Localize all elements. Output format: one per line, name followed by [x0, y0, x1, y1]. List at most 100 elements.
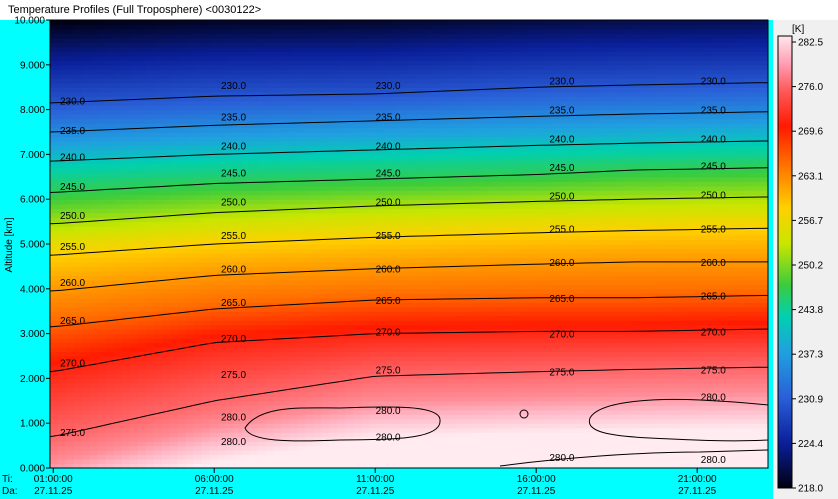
heatmap-cell [233, 114, 243, 120]
heatmap-cell [73, 28, 83, 35]
heatmap-cell [393, 20, 402, 26]
heatmap-cell [153, 244, 163, 250]
heatmap-cell [313, 145, 322, 151]
heatmap-cell [233, 226, 243, 232]
heatmap-cell [393, 55, 402, 61]
heatmap-cell [313, 373, 322, 379]
heatmap-cell [345, 297, 354, 303]
heatmap-cell [321, 235, 330, 241]
heatmap-cell [81, 239, 91, 245]
heatmap-cell [161, 96, 171, 102]
heatmap-cell [161, 252, 171, 259]
heatmap-cell [265, 91, 274, 97]
heatmap-cell [265, 382, 274, 388]
heatmap-cell [440, 252, 450, 259]
heatmap-cell [440, 46, 450, 52]
heatmap-cell [432, 463, 442, 468]
heatmap-cell [257, 409, 266, 415]
heatmap-cell [113, 181, 123, 187]
heatmap-cell [385, 64, 394, 70]
heatmap-cell [401, 266, 410, 272]
heatmap-cell [145, 302, 155, 308]
heatmap-cell [416, 123, 426, 129]
heatmap-cell [57, 324, 67, 330]
heatmap-cell [313, 158, 322, 164]
heatmap-cell [201, 203, 211, 209]
heatmap-cell [257, 347, 266, 353]
heatmap-cell [73, 118, 83, 124]
heatmap-cell [305, 351, 314, 357]
heatmap-cell [145, 235, 155, 241]
heatmap-cell [81, 154, 91, 160]
heatmap-cell [416, 459, 426, 465]
heatmap-cell [193, 418, 203, 424]
heatmap-cell [329, 373, 338, 379]
heatmap-cell [416, 69, 426, 75]
heatmap-cell [145, 275, 155, 281]
heatmap-cell [129, 109, 139, 115]
heatmap-cell [345, 270, 354, 276]
heatmap-cell [209, 51, 219, 57]
heatmap-cell [137, 351, 147, 357]
heatmap-cell [129, 459, 139, 465]
heatmap-cell [145, 454, 155, 460]
heatmap-cell [73, 114, 83, 120]
heatmap-cell [217, 329, 227, 335]
heatmap-cell [105, 158, 115, 164]
heatmap-cell [129, 123, 139, 129]
heatmap-cell [265, 463, 274, 468]
heatmap-cell [50, 364, 59, 371]
heatmap-cell [153, 64, 163, 70]
heatmap-cell [281, 221, 290, 227]
heatmap-cell [121, 459, 131, 465]
heatmap-cell [329, 320, 338, 326]
heatmap-cell [161, 270, 171, 276]
heatmap-cell [113, 459, 123, 465]
heatmap-cell [289, 248, 298, 254]
heatmap-cell [305, 73, 314, 79]
heatmap-cell [369, 69, 378, 75]
heatmap-cell [297, 364, 306, 371]
heatmap-cell [440, 463, 450, 468]
heatmap-cell [273, 284, 282, 290]
heatmap-cell [432, 51, 442, 57]
heatmap-cell [89, 96, 99, 102]
heatmap-cell [233, 347, 243, 353]
heatmap-cell [401, 364, 410, 371]
heatmap-cell [137, 208, 147, 214]
heatmap-cell [105, 154, 115, 160]
heatmap-cell [201, 427, 211, 433]
heatmap-cell [265, 288, 274, 294]
heatmap-cell [177, 190, 187, 196]
heatmap-cell [193, 140, 203, 147]
heatmap-cell [137, 109, 147, 115]
heatmap-cell [169, 432, 179, 438]
heatmap-cell [129, 302, 139, 308]
heatmap-cell [57, 441, 67, 447]
heatmap-cell [153, 356, 163, 362]
heatmap-cell [225, 356, 235, 362]
heatmap-cell [345, 28, 354, 35]
heatmap-cell [105, 423, 115, 429]
heatmap-cell [361, 391, 370, 397]
heatmap-cell [337, 248, 346, 254]
heatmap-cell [424, 154, 434, 160]
heatmap-cell [73, 441, 83, 447]
heatmap-cell [145, 244, 155, 250]
heatmap-cell [161, 163, 171, 169]
heatmap-cell [225, 400, 235, 406]
heatmap-cell [177, 387, 187, 393]
heatmap-cell [305, 266, 314, 272]
heatmap-cell [321, 423, 330, 429]
heatmap-cell [353, 436, 362, 442]
heatmap-cell [153, 194, 163, 200]
heatmap-cell [424, 181, 434, 187]
heatmap-cell [440, 405, 450, 411]
heatmap-cell [201, 257, 211, 263]
heatmap-cell [105, 190, 115, 196]
heatmap-cell [281, 329, 290, 335]
heatmap-cell [361, 149, 370, 155]
heatmap-cell [65, 239, 75, 245]
heatmap-cell [337, 315, 346, 321]
heatmap-cell [137, 432, 147, 438]
